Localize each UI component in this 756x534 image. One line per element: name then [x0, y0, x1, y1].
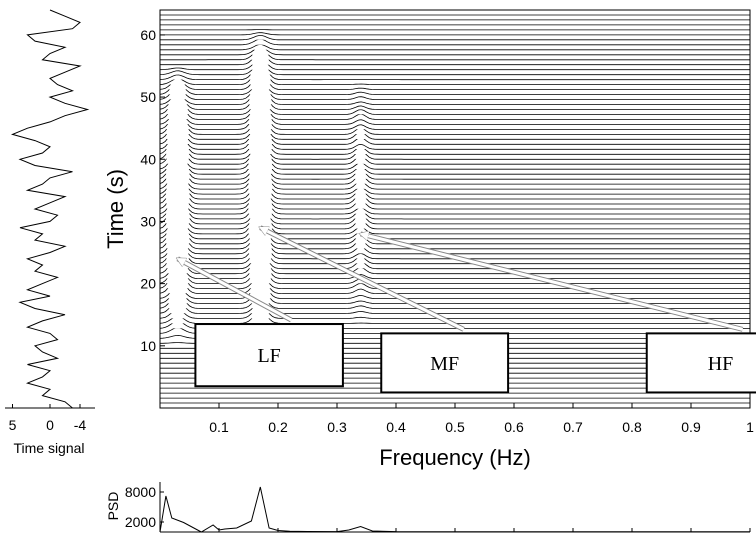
x-tick-label: 0.6	[504, 419, 524, 435]
psd-panel: 8000 2000 PSD	[105, 482, 751, 533]
spectrogram-trace	[160, 32, 750, 36]
x-tick-label: 0.7	[563, 419, 583, 435]
time-signal-line	[10, 9, 90, 409]
psd-y-tick-label: 2000	[125, 514, 156, 530]
x-tick-label: 0.1	[209, 419, 229, 435]
time-signal-xlabel: Time signal	[13, 440, 84, 456]
spectrogram-trace	[160, 46, 750, 56]
time-signal-tick-label: -4	[74, 417, 87, 433]
annotation-arrow	[361, 234, 743, 331]
x-tick-label: 0.9	[681, 419, 701, 435]
y-tick-label: 40	[140, 151, 156, 167]
annotation-box	[194, 323, 344, 388]
x-tick-label: 0.2	[268, 419, 288, 435]
time-signal-panel: 5 0 -4 Time signal	[5, 9, 95, 456]
x-tick-label: 0.8	[622, 419, 642, 435]
y-tick-label: 60	[140, 27, 156, 43]
x-tick-label: 1	[746, 419, 754, 435]
psd-line	[159, 486, 750, 533]
annotation-label: MF	[430, 353, 459, 375]
spectrogram-trace	[160, 35, 750, 41]
psd-y-tick-label: 8000	[125, 484, 156, 500]
annotation-arrow	[260, 226, 465, 331]
x-tick-label: 0.3	[327, 419, 347, 435]
spectrogram-trace	[160, 44, 750, 51]
y-tick-label: 20	[140, 276, 156, 292]
y-tick-label: 50	[140, 89, 156, 105]
x-tick-label: 0.4	[386, 419, 406, 435]
annotation-arrow	[178, 257, 292, 322]
spectrogram-ylabel: Time (s)	[103, 169, 128, 249]
time-signal-tick-label: 0	[46, 417, 54, 433]
spectrogram-trace	[159, 62, 750, 81]
annotation-box	[645, 332, 756, 394]
y-tick-label: 30	[140, 213, 156, 229]
annotation-label: HF	[708, 353, 734, 375]
x-tick-label: 0.5	[445, 419, 465, 435]
psd-ylabel: PSD	[105, 492, 121, 521]
time-signal-tick-label: 5	[9, 417, 17, 433]
y-tick-label: 10	[140, 338, 156, 354]
spectrogram-panel: 0.1 0.2 0.3 0.4 0.5 0.6 0.7 0.8 0.9 1 10 20 30 40 50 6…	[103, 9, 756, 470]
annotation-label: LF	[257, 345, 280, 367]
annotation-box	[380, 332, 510, 394]
spectrogram-xlabel: Frequency (Hz)	[379, 445, 531, 470]
